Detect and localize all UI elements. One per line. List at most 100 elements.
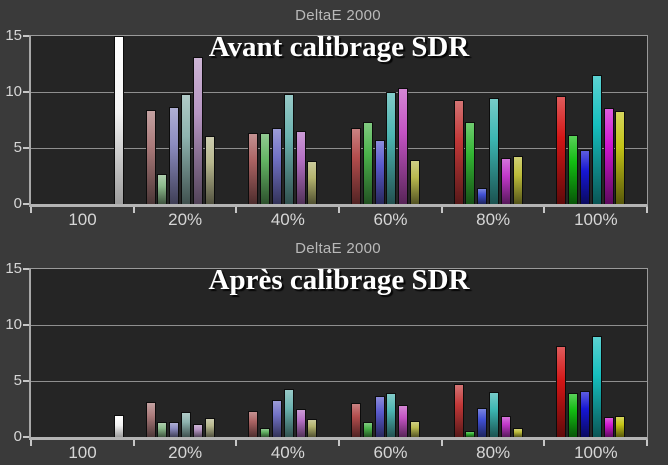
y-tick-label: 0 [13, 428, 22, 445]
bar-green-20% [157, 173, 168, 204]
bar-white-100 [113, 36, 124, 204]
bars-layer [31, 36, 647, 204]
bars-layer [31, 269, 647, 437]
gridline [31, 381, 647, 382]
y-tick-label: 10 [5, 83, 22, 100]
x-category-label: 40% [270, 210, 305, 229]
plot-area: Avant calibrage SDR [29, 31, 648, 207]
bar-magenta-60% [398, 87, 409, 204]
x-category-label: 60% [373, 443, 408, 462]
bar-red-80% [453, 384, 464, 437]
bar-magenta-60% [398, 404, 409, 437]
bar-green-40% [260, 428, 271, 437]
bar-yellow-80% [512, 428, 523, 437]
y-tick-label: 5 [13, 372, 22, 389]
bar-green-40% [260, 133, 271, 204]
bar-yellow-80% [512, 155, 523, 204]
y-tick-label: 15 [5, 27, 22, 44]
plot-area: Après calibrage SDR [29, 264, 648, 440]
bar-cyan-60% [386, 92, 397, 204]
x-category-label: 60% [373, 210, 408, 229]
y-axis-tick [23, 436, 29, 438]
bar-blue-80% [477, 188, 488, 204]
bar-cyan-80% [489, 392, 500, 437]
bar-red-100% [556, 96, 567, 204]
bar-red-40% [248, 133, 259, 204]
y-tick-label: 15 [5, 260, 22, 277]
y-tick-label: 10 [5, 316, 22, 333]
y-axis-tick [23, 203, 29, 205]
bar-cyan-100% [591, 336, 602, 437]
bar-red-40% [248, 411, 259, 437]
bar-yellow-20% [204, 135, 215, 204]
x-axis-tick [338, 440, 340, 446]
bar-yellow-100% [615, 415, 626, 437]
bar-yellow-60% [410, 421, 420, 437]
x-category-label: 20% [168, 443, 203, 462]
bar-green-60% [362, 422, 373, 437]
chart-axis-title: DeltaE 2000 [295, 7, 381, 24]
bar-yellow-60% [410, 160, 420, 204]
x-axis-tick [132, 207, 135, 213]
y-axis-tick [23, 268, 29, 270]
x-axis-tick [235, 207, 238, 213]
x-axis-tick [30, 440, 32, 446]
bar-white-100 [113, 414, 124, 437]
bar-blue-100% [579, 391, 590, 437]
bar-yellow-40% [307, 419, 318, 437]
bar-green-100% [568, 393, 579, 437]
bar-green-80% [465, 122, 476, 204]
y-axis-tick [23, 147, 29, 149]
x-category-label: 100 [68, 443, 97, 462]
bar-magenta-100% [603, 416, 614, 437]
bar-red-60% [351, 127, 361, 204]
y-axis-tick [23, 91, 29, 93]
bar-red-60% [351, 403, 361, 437]
bar-cyan-100% [591, 75, 602, 204]
bar-yellow-20% [204, 417, 215, 437]
gridline [31, 325, 647, 326]
x-axis-tick [30, 207, 32, 213]
bar-yellow-40% [307, 161, 318, 204]
x-category-label: 100% [574, 443, 618, 462]
y-axis-tick [23, 35, 29, 37]
bar-magenta-20% [192, 57, 203, 204]
bar-green-80% [465, 431, 476, 437]
bar-magenta-40% [295, 131, 306, 204]
x-axis-tick [235, 440, 238, 446]
chart-apres-calibrage: DeltaE 2000 Après calibrage SDR 0 5 10 15 10… [0, 233, 668, 465]
x-axis-tick [543, 207, 546, 213]
bar-red-80% [453, 99, 464, 204]
gridline [31, 92, 647, 93]
chart-axis-title: DeltaE 2000 [295, 240, 381, 257]
bar-blue-20% [169, 422, 180, 437]
x-axis-tick [543, 440, 546, 446]
bar-blue-60% [374, 140, 385, 204]
x-axis-tick [646, 207, 648, 213]
bar-blue-20% [169, 106, 180, 204]
bar-cyan-60% [386, 393, 397, 437]
bar-cyan-20% [181, 94, 192, 204]
bar-magenta-100% [603, 107, 614, 204]
gridline [31, 148, 647, 149]
y-axis-tick [23, 324, 29, 326]
x-axis-tick [338, 207, 340, 213]
bar-magenta-20% [192, 423, 203, 437]
chart-avant-calibrage: DeltaE 2000 Avant calibrage SDR 0 5 10 15 10… [0, 0, 668, 232]
x-axis-tick [646, 440, 648, 446]
y-tick-label: 0 [13, 195, 22, 212]
x-category-label: 100 [68, 210, 97, 229]
x-category-label: 80% [476, 443, 511, 462]
bar-blue-40% [271, 400, 282, 437]
bar-red-100% [556, 346, 567, 437]
x-category-label: 20% [168, 210, 203, 229]
bar-blue-40% [271, 127, 282, 204]
x-axis-tick [440, 207, 443, 213]
bar-magenta-80% [500, 415, 511, 437]
bar-blue-60% [374, 395, 385, 437]
bar-yellow-100% [615, 111, 626, 204]
y-axis-tick [23, 380, 29, 382]
bar-cyan-20% [181, 412, 192, 437]
bar-green-20% [157, 422, 168, 437]
bar-cyan-40% [283, 94, 294, 204]
